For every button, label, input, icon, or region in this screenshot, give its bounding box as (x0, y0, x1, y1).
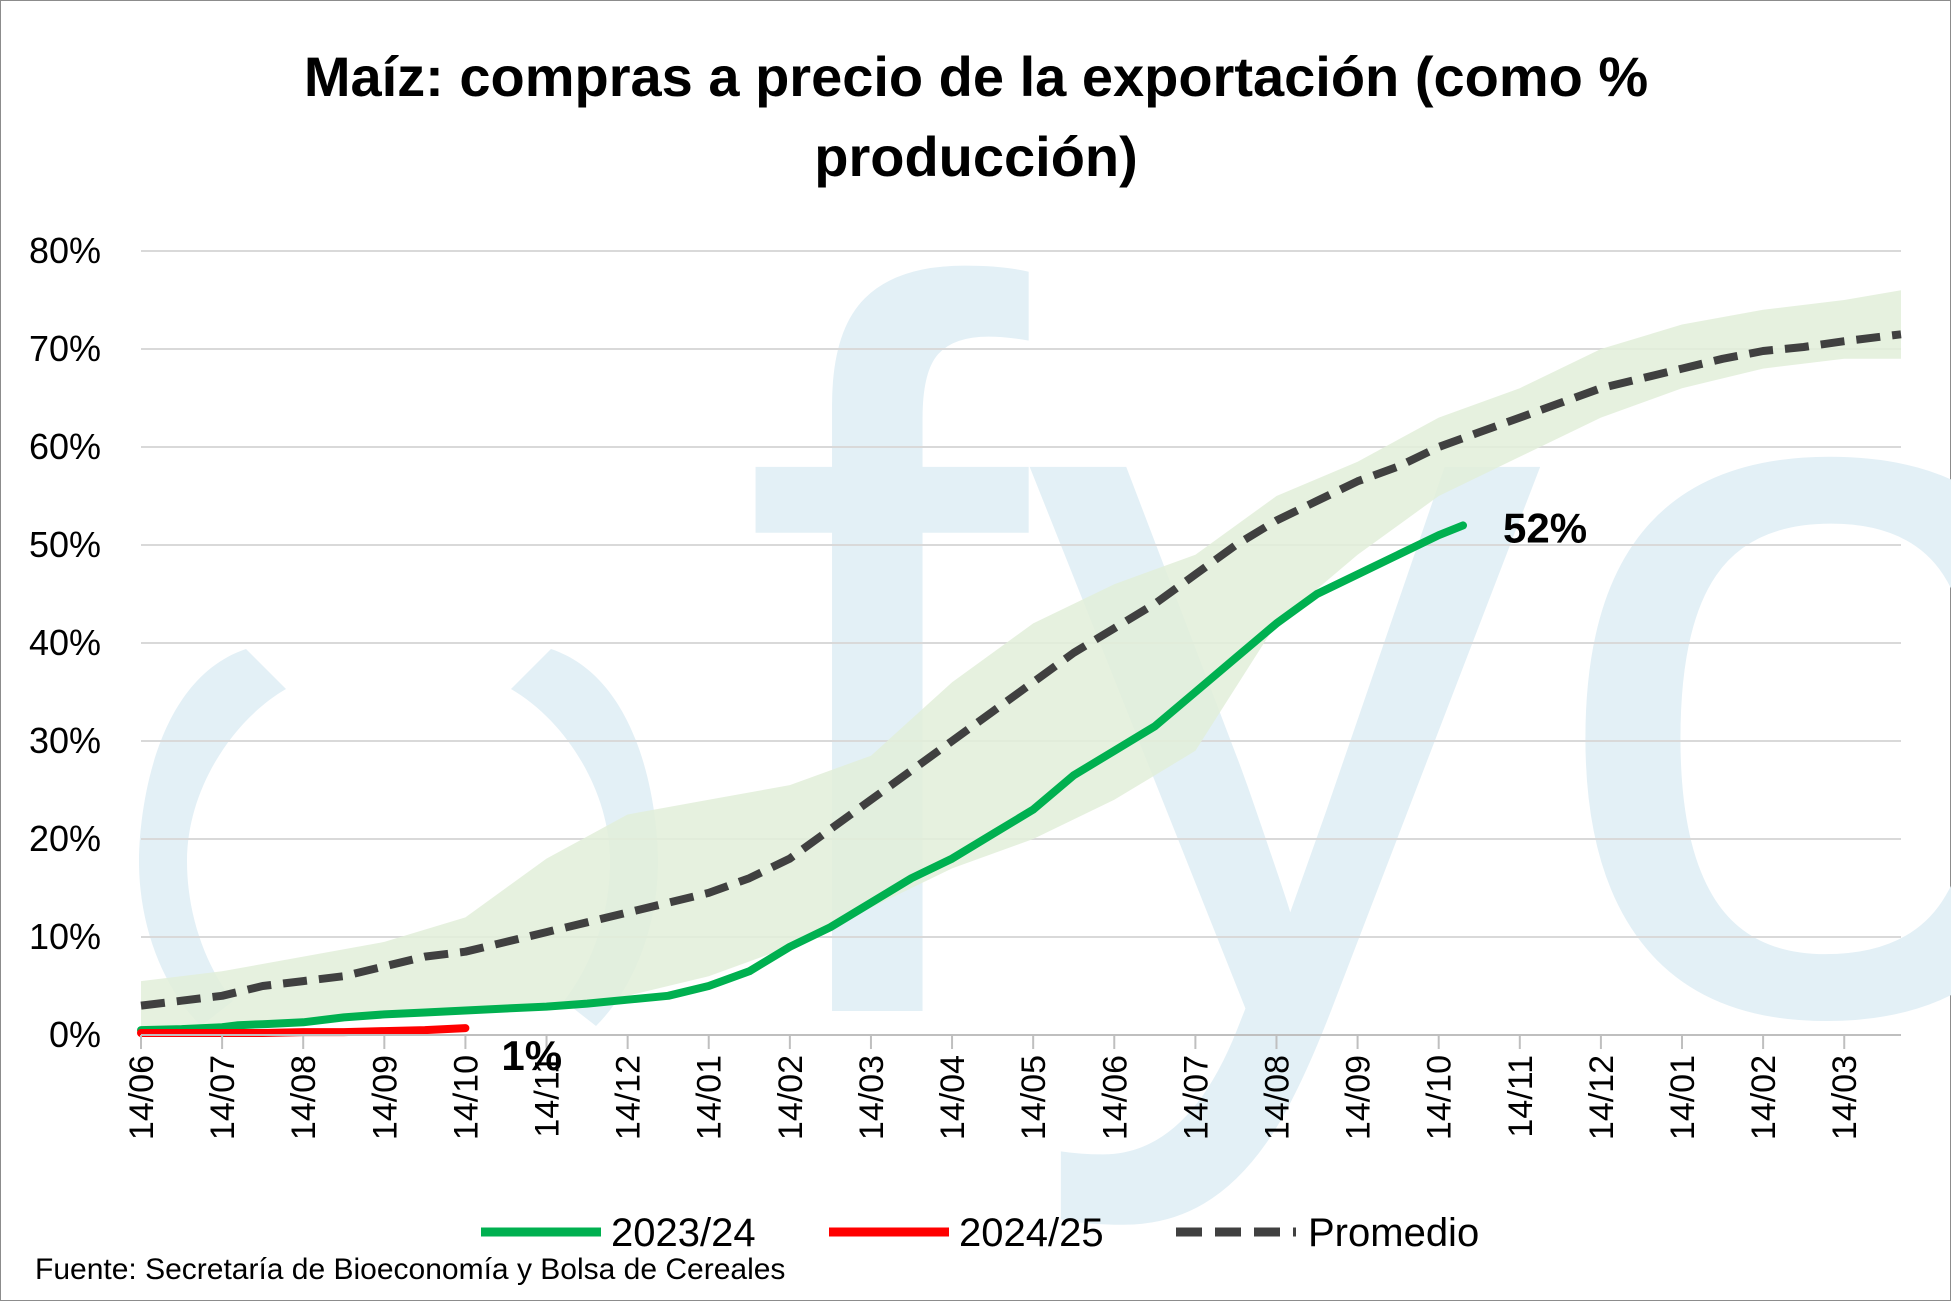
x-tick-label: 14/02 (1745, 1055, 1783, 1140)
series-line-2023-24 (137, 521, 1467, 1035)
x-tick-label: 14/01 (1664, 1055, 1702, 1140)
legend-label-2024-25: 2024/25 (959, 1211, 1104, 1255)
x-tick-label: 14/12 (1583, 1055, 1621, 1140)
y-tick-label: 20% (29, 818, 101, 859)
x-tick-label: 14/07 (1177, 1055, 1215, 1140)
watermark-arc-left (139, 649, 286, 1026)
legend-label-promedio: Promedio (1308, 1211, 1479, 1255)
x-tick-label: 14/09 (1340, 1055, 1378, 1140)
end-label-2024-25: 1% (501, 1032, 562, 1079)
svg-text:fyo: fyo (741, 80, 1951, 1236)
data-labels: 52% 1% (501, 504, 1587, 1079)
end-label-2023-24: 52% (1503, 504, 1587, 551)
watermark-logo: fyo (139, 80, 1951, 1236)
series-layer (137, 330, 1902, 1037)
x-tick-label: 14/08 (1258, 1055, 1296, 1140)
x-tick-label: 14/10 (1421, 1055, 1459, 1140)
x-tick-label: 14/02 (772, 1055, 810, 1140)
y-tick-label: 60% (29, 426, 101, 467)
series-line-promedio (140, 330, 1902, 1010)
y-tick-label: 10% (29, 916, 101, 957)
series-line-2024-25 (137, 1024, 470, 1037)
y-axis-ticks: 0% 10% 20% 30% 40% 50% 60% 70% 80% (29, 230, 101, 1055)
x-tick-label: 14/06 (123, 1055, 161, 1140)
y-tick-label: 0% (49, 1014, 101, 1055)
y-tick-label: 80% (29, 230, 101, 271)
range-band (141, 290, 1901, 1031)
x-tick-label: 14/12 (610, 1055, 648, 1140)
x-tick-label: 14/09 (366, 1055, 404, 1140)
x-tick-label: 14/08 (285, 1055, 323, 1140)
x-tick-label: 14/11 (529, 1055, 567, 1138)
x-tick-label: 14/01 (691, 1055, 729, 1140)
y-tick-label: 50% (29, 524, 101, 565)
x-tick-label: 14/03 (1826, 1055, 1864, 1140)
legend: 2023/24 2024/25 Promedio (481, 1211, 1479, 1255)
x-tick-label: 14/03 (853, 1055, 891, 1140)
legend-label-2023-24: 2023/24 (611, 1211, 756, 1255)
x-tick-label: 14/05 (1015, 1055, 1053, 1140)
x-tick-label: 14/06 (1096, 1055, 1134, 1140)
watermark-text: fyo (741, 80, 1951, 1236)
y-tick-label: 70% (29, 328, 101, 369)
x-tick-label: 14/04 (934, 1055, 972, 1140)
chart-title-line-1: Maíz: compras a precio de la exportación… (304, 45, 1648, 108)
x-tick-label: 14/07 (204, 1055, 242, 1140)
source-note: Fuente: Secretaría de Bioeconomía y Bols… (35, 1253, 785, 1286)
x-tick-label: 14/10 (447, 1055, 485, 1140)
x-tick-label: 14/11 (1502, 1055, 1540, 1138)
chart-title-line-2: producción) (814, 125, 1138, 188)
y-tick-label: 30% (29, 720, 101, 761)
y-tick-label: 40% (29, 622, 101, 663)
x-axis-ticks: 14/06 14/07 14/08 14/09 14/10 14/11 14/12 14/01… (123, 1035, 1864, 1140)
